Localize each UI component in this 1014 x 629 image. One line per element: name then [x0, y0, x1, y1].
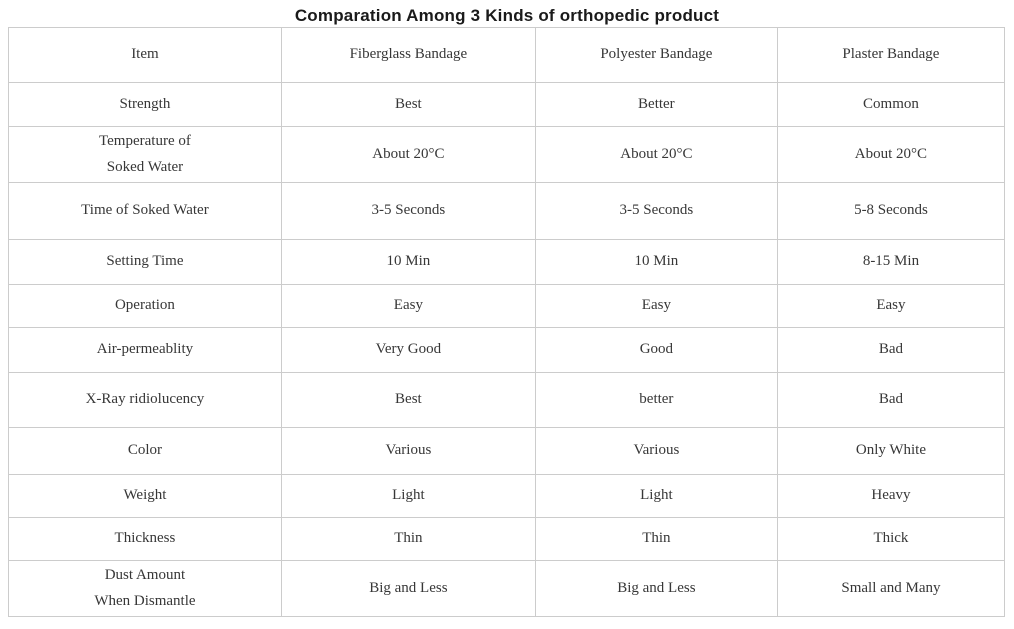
table-row-temperature: Temperature of Soked Water About 20°C Ab…: [8, 126, 1006, 183]
row-label: Air-permeablity: [8, 327, 282, 373]
cell: Big and Less: [280, 560, 536, 617]
cell: Big and Less: [534, 560, 778, 617]
table-row-color: Color Various Various Only White: [8, 427, 1006, 475]
comparison-table: Item Fiberglass Bandage Polyester Bandag…: [8, 27, 1006, 617]
cell: Heavy: [776, 474, 1006, 518]
header-cell-item: Item: [8, 27, 282, 83]
cell: Thin: [534, 517, 778, 561]
table-row-dust-amount: Dust Amount When Dismantle Big and Less …: [8, 560, 1006, 617]
cell: Light: [280, 474, 536, 518]
table-row-weight: Weight Light Light Heavy: [8, 474, 1006, 518]
row-label: Thickness: [8, 517, 282, 561]
cell: Only White: [776, 427, 1006, 475]
row-label: Strength: [8, 82, 282, 127]
row-label: Setting Time: [8, 239, 282, 285]
cell: Common: [776, 82, 1006, 127]
table-row-xray: X-Ray ridiolucency Best better Bad: [8, 372, 1006, 428]
table-row-setting-time: Setting Time 10 Min 10 Min 8-15 Min: [8, 239, 1006, 285]
table-row-air-permeability: Air-permeablity Very Good Good Bad: [8, 327, 1006, 373]
row-label: X-Ray ridiolucency: [8, 372, 282, 428]
cell: 5-8 Seconds: [776, 182, 1006, 240]
cell: Easy: [534, 284, 778, 328]
row-label: Temperature of Soked Water: [8, 126, 282, 183]
row-label: Color: [8, 427, 282, 475]
cell: Best: [280, 82, 536, 127]
table-row-thickness: Thickness Thin Thin Thick: [8, 517, 1006, 561]
header-cell-polyester: Polyester Bandage: [534, 27, 778, 83]
cell: 8-15 Min: [776, 239, 1006, 285]
cell: better: [534, 372, 778, 428]
cell: About 20°C: [280, 126, 536, 183]
cell: 10 Min: [280, 239, 536, 285]
cell: Thin: [280, 517, 536, 561]
cell: About 20°C: [776, 126, 1006, 183]
cell: Very Good: [280, 327, 536, 373]
header-cell-fiberglass: Fiberglass Bandage: [280, 27, 536, 83]
row-label: Dust Amount When Dismantle: [8, 560, 282, 617]
table-header-row: Item Fiberglass Bandage Polyester Bandag…: [8, 27, 1006, 83]
cell: Bad: [776, 372, 1006, 428]
cell: 10 Min: [534, 239, 778, 285]
cell: Thick: [776, 517, 1006, 561]
cell: Easy: [776, 284, 1006, 328]
cell: Good: [534, 327, 778, 373]
cell: About 20°C: [534, 126, 778, 183]
row-label: Operation: [8, 284, 282, 328]
cell: 3-5 Seconds: [280, 182, 536, 240]
table-row-strength: Strength Best Better Common: [8, 82, 1006, 127]
cell: Bad: [776, 327, 1006, 373]
cell: Easy: [280, 284, 536, 328]
row-label: Weight: [8, 474, 282, 518]
cell: Various: [534, 427, 778, 475]
table-row-soak-time: Time of Soked Water 3-5 Seconds 3-5 Seco…: [8, 182, 1006, 240]
header-cell-plaster: Plaster Bandage: [776, 27, 1006, 83]
page-title: Comparation Among 3 Kinds of orthopedic …: [294, 6, 720, 25]
cell: Small and Many: [776, 560, 1006, 617]
cell: Better: [534, 82, 778, 127]
row-label: Time of Soked Water: [8, 182, 282, 240]
cell: Various: [280, 427, 536, 475]
cell: 3-5 Seconds: [534, 182, 778, 240]
table-row-operation: Operation Easy Easy Easy: [8, 284, 1006, 328]
cell: Best: [280, 372, 536, 428]
cell: Light: [534, 474, 778, 518]
